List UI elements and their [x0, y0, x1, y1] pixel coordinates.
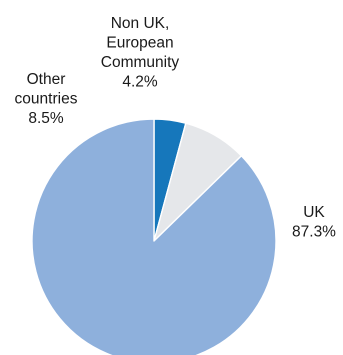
pie-slice-uk — [31, 118, 277, 355]
slice-label-other-countries: Other countries 8.5% — [15, 71, 78, 127]
slice-value-label: 8.5% — [28, 110, 64, 127]
slice-value-label: 4.2% — [122, 74, 158, 91]
slice-value-label: 87.3% — [292, 224, 336, 241]
slice-name-label: countries — [15, 91, 78, 108]
slice-name-label: Community — [101, 54, 180, 71]
slice-label-uk: UK 87.3% — [292, 204, 336, 241]
pie-slices — [31, 118, 277, 355]
slice-name-label: UK — [303, 204, 325, 221]
slice-name-label: Non UK, — [111, 15, 170, 32]
slice-name-label: Other — [27, 71, 66, 88]
slice-label-non-uk-european-community: Non UK, European Community 4.2% — [101, 15, 180, 91]
slice-labels: UK 87.3% Other countries 8.5% Non UK, European… — [15, 15, 337, 241]
slice-name-label: European — [106, 35, 173, 52]
